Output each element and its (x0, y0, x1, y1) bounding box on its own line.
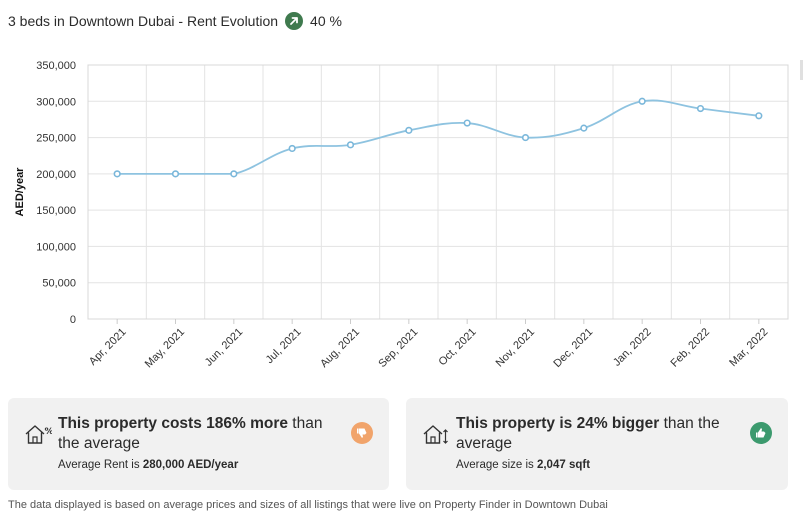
rent-chart: 0 50,000 100,000 150,000 200,000 250,000 300,0… (0, 52, 803, 382)
x-tick-label: May, 2021 (143, 326, 187, 370)
svg-text:%: % (45, 427, 53, 437)
average-rent: Average Rent is 280,000 AED/year (58, 459, 239, 471)
x-tick-label: Apr, 2021 (87, 326, 129, 368)
x-tick-label: Jun, 2021 (203, 326, 246, 369)
data-point (521, 133, 530, 142)
data-point (463, 119, 471, 127)
footnote: The data displayed is based on average p… (8, 499, 608, 511)
x-tick-label: Jul, 2021 (264, 326, 304, 366)
y-tick-label: 150,000 (36, 205, 76, 217)
line-chart: 0 50,000 100,000 150,000 200,000 250,000 300,0… (14, 60, 789, 370)
scroll-edge (800, 60, 803, 80)
thumbs-up-icon (750, 422, 772, 444)
page-title: 3 beds in Downtown Dubai - Rent Evolutio… (8, 13, 279, 29)
data-point (755, 112, 763, 120)
y-tick-label: 200,000 (36, 169, 76, 181)
y-tick-label: 350,000 (36, 60, 76, 72)
y-tick-label: 0 (70, 314, 76, 326)
size-comparison-title: This property is 24% bigger than the ave… (456, 415, 720, 452)
rent-comparison-card: % This property costs 186% more than the… (8, 398, 389, 490)
data-point (638, 97, 646, 105)
x-tick-label: Feb, 2022 (669, 326, 713, 370)
data-point (696, 104, 705, 113)
data-point (113, 170, 121, 178)
average-size: Average size is 2,047 sqft (456, 459, 591, 471)
x-tick-label: Oct, 2021 (437, 326, 479, 368)
x-tick-label: Aug, 2021 (318, 326, 362, 370)
x-tick-label: Nov, 2021 (494, 326, 537, 369)
x-tick-label: Mar, 2022 (727, 326, 770, 369)
data-point (580, 124, 588, 132)
chart-header: 3 beds in Downtown Dubai - Rent Evolutio… (8, 11, 342, 31)
y-tick-label: 300,000 (36, 96, 76, 108)
thumbs-down-icon (351, 422, 373, 444)
data-point (346, 141, 355, 149)
y-tick-label: 50,000 (42, 278, 76, 290)
plot-frame (87, 64, 789, 320)
arrow-up-right-icon (285, 12, 304, 30)
rent-comparison-title: This property costs 186% more than the a… (58, 415, 323, 452)
house-size-icon (422, 422, 450, 446)
x-tick-label: Jan, 2022 (611, 326, 654, 369)
y-tick-label: 250,000 (36, 133, 76, 145)
size-comparison-card: This property is 24% bigger than the ave… (406, 398, 788, 490)
y-axis-label: AED/year (14, 167, 26, 217)
data-point (288, 144, 296, 153)
data-point (230, 170, 238, 178)
data-point (405, 126, 413, 134)
x-tick-label: Dec, 2021 (551, 326, 595, 370)
x-tick-label: Sep, 2021 (376, 326, 420, 370)
data-point (171, 170, 180, 178)
house-percent-icon: % (24, 422, 54, 446)
change-percent: 40 % (310, 13, 342, 29)
y-tick-label: 100,000 (36, 241, 76, 253)
